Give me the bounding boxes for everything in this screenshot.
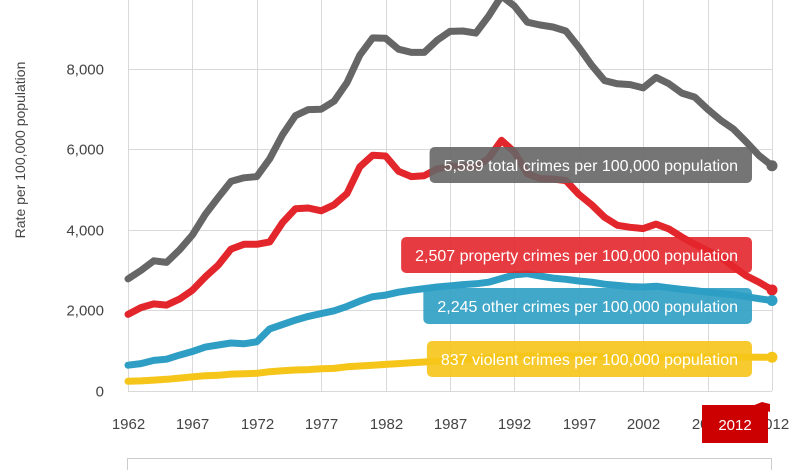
series-line xyxy=(124,0,776,283)
series-endpoint xyxy=(766,295,778,307)
value-callout: 2,245 other crimes per 100,000 populatio… xyxy=(423,288,752,324)
x-tick-label: 1967 xyxy=(176,416,209,433)
y-axis-label: Rate per 100,000 population xyxy=(12,62,28,239)
year-slider-grip-icon xyxy=(752,402,770,412)
series-endpoints xyxy=(766,160,778,363)
x-tick-label: 1977 xyxy=(305,416,338,433)
x-tick-label: 1972 xyxy=(241,416,274,433)
y-tick-label: 6,000 xyxy=(66,142,104,159)
value-callout: 2,507 property crimes per 100,000 popula… xyxy=(401,237,752,273)
x-tick-label: 2002 xyxy=(627,416,660,433)
y-tick-label: 4,000 xyxy=(66,223,104,240)
x-tick-label: 1962 xyxy=(112,416,145,433)
x-tick-label: 1992 xyxy=(498,416,531,433)
value-callout: 5,589 total crimes per 100,000 populatio… xyxy=(429,147,752,183)
x-tick-label: 1982 xyxy=(370,416,403,433)
y-tick-label: 2,000 xyxy=(66,303,104,320)
y-tick-label: 8,000 xyxy=(66,62,104,79)
series-endpoint xyxy=(766,351,778,363)
year-slider[interactable]: 2012 xyxy=(702,402,770,443)
x-tick-label: 1987 xyxy=(434,416,467,433)
callout-box xyxy=(426,341,752,377)
series-endpoint xyxy=(766,160,778,172)
callout-box xyxy=(401,237,752,273)
callout-label: 837 violent crimes per 100,000 populatio… xyxy=(441,352,738,369)
timeline-panel xyxy=(127,458,772,470)
selected-year-label: 2012 xyxy=(718,417,751,434)
callout-label: 2,507 property crimes per 100,000 popula… xyxy=(415,248,738,265)
callout-box xyxy=(429,147,752,183)
callout-box xyxy=(423,288,752,324)
value-callouts: 5,589 total crimes per 100,000 populatio… xyxy=(401,147,752,377)
y-tick-label: 0 xyxy=(96,384,104,401)
value-callout: 837 violent crimes per 100,000 populatio… xyxy=(426,341,752,377)
x-tick-label: 1997 xyxy=(563,416,596,433)
callout-label: 5,589 total crimes per 100,000 populatio… xyxy=(444,158,738,175)
series-line xyxy=(124,270,776,369)
callout-label: 2,245 other crimes per 100,000 populatio… xyxy=(437,299,738,316)
year-slider-handle[interactable] xyxy=(702,405,768,443)
series-endpoint xyxy=(766,284,778,296)
